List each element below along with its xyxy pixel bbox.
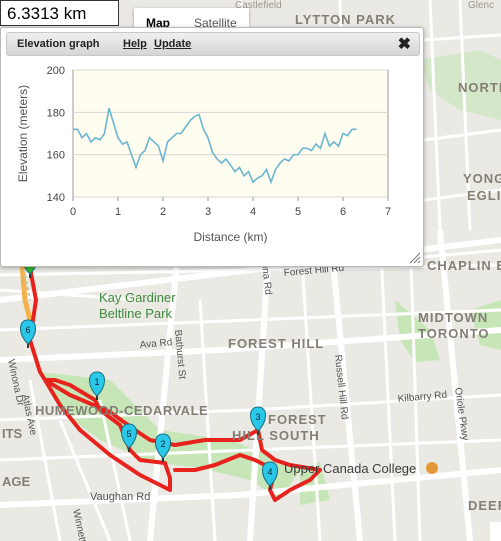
route-path (28, 266, 322, 502)
label-its: ITS (2, 426, 23, 441)
label-lytton-park: LYTTON PARK (295, 12, 396, 27)
elevation-series-line (73, 107, 357, 185)
label-deer: DEER (468, 498, 501, 513)
label-chaplin: CHAPLIN EST (427, 258, 501, 273)
help-link[interactable]: Help (123, 38, 147, 50)
label-forest-hill-south-1: FOREST (268, 412, 327, 427)
label-eglinton: EGLI (467, 188, 501, 203)
marker-label: 2 (160, 439, 165, 449)
marker-label: 5 (126, 429, 131, 439)
elevation-panel: Elevation graph Help Update ✖ 140 160 180 2… (0, 27, 424, 267)
y-tick-label: 200 (47, 65, 65, 77)
y-tick-label: 140 (47, 192, 65, 204)
elevation-chart: 140 160 180 200 0 1 2 3 4 5 6 7 Distance (km) Elevati… (16, 65, 391, 244)
label-castlefield: Castlefield (235, 0, 282, 11)
close-icon[interactable]: ✖ (397, 36, 411, 53)
label-midtown: MIDTOWN (418, 310, 488, 325)
panel-header[interactable]: Elevation graph Help Update ✖ (6, 32, 420, 56)
label-upper-canada-college: Upper Canada College (284, 461, 416, 476)
label-age: AGE (2, 474, 31, 489)
route-marker[interactable]: 2 (155, 433, 171, 462)
map-type-map-button[interactable]: Map (146, 16, 170, 30)
park-area (420, 50, 501, 120)
distance-display: 6.3313 km (0, 0, 119, 26)
route-marker[interactable]: 6 (20, 319, 36, 348)
label-forest-hill: FOREST HILL (228, 336, 324, 351)
plot-area (72, 69, 389, 198)
label-kilbarry: Kilbarry Rd (397, 390, 447, 405)
marker-label: 4 (267, 467, 272, 477)
label-humewood: HUMEWOOD-CEDARVALE (35, 403, 208, 418)
update-link[interactable]: Update (154, 38, 192, 50)
marker-label: 3 (255, 412, 260, 422)
resize-grip-icon[interactable] (409, 252, 421, 264)
x-tick-label: 4 (250, 206, 256, 218)
route-marker[interactable]: 3 (250, 406, 266, 435)
x-axis-label: Distance (km) (193, 230, 267, 244)
label-vaughan-rd: Vaughan Rd (90, 491, 150, 503)
label-north: NORTH (458, 80, 501, 95)
label-kay-gardiner: Kay Gardiner (99, 290, 176, 305)
label-ava-rd: Ava Rd (139, 337, 172, 351)
x-tick-label: 2 (160, 206, 166, 218)
marker-label: 1 (94, 377, 99, 387)
y-axis-label: Elevation (meters) (16, 85, 30, 182)
label-toronto: TORONTO (418, 326, 490, 341)
label-beltline: Beltline Park (99, 306, 172, 321)
label-forest-hill-south-2: HILL SOUTH (232, 428, 320, 443)
panel-title: Elevation graph (17, 38, 100, 50)
label-bathurst: Bathurst St (172, 329, 187, 379)
park-area (40, 372, 300, 500)
y-tick-label: 160 (47, 150, 65, 162)
route-marker[interactable]: 5 (121, 423, 137, 452)
route-marker[interactable]: 1 (89, 371, 105, 400)
park-area (395, 300, 440, 362)
x-tick-label: 5 (295, 206, 301, 218)
school-icon (426, 462, 438, 474)
x-tick-label: 7 (385, 206, 391, 218)
zoom-control[interactable] (490, 522, 501, 541)
y-tick-label: 180 (47, 107, 65, 119)
marker-layer: 1 2 3 4 5 6 (20, 249, 278, 490)
x-tick-label: 6 (340, 206, 346, 218)
x-tick-label: 3 (205, 206, 211, 218)
label-yonge: YONG (463, 171, 501, 186)
park-area (470, 300, 501, 350)
x-tick-label: 1 (115, 206, 121, 218)
x-tick-label: 0 (70, 206, 76, 218)
map-type-satellite-button[interactable]: Satellite (194, 16, 237, 30)
marker-label: 6 (25, 325, 30, 335)
route-marker[interactable]: 4 (262, 461, 278, 490)
label-glencairn: Glenc (468, 0, 494, 11)
